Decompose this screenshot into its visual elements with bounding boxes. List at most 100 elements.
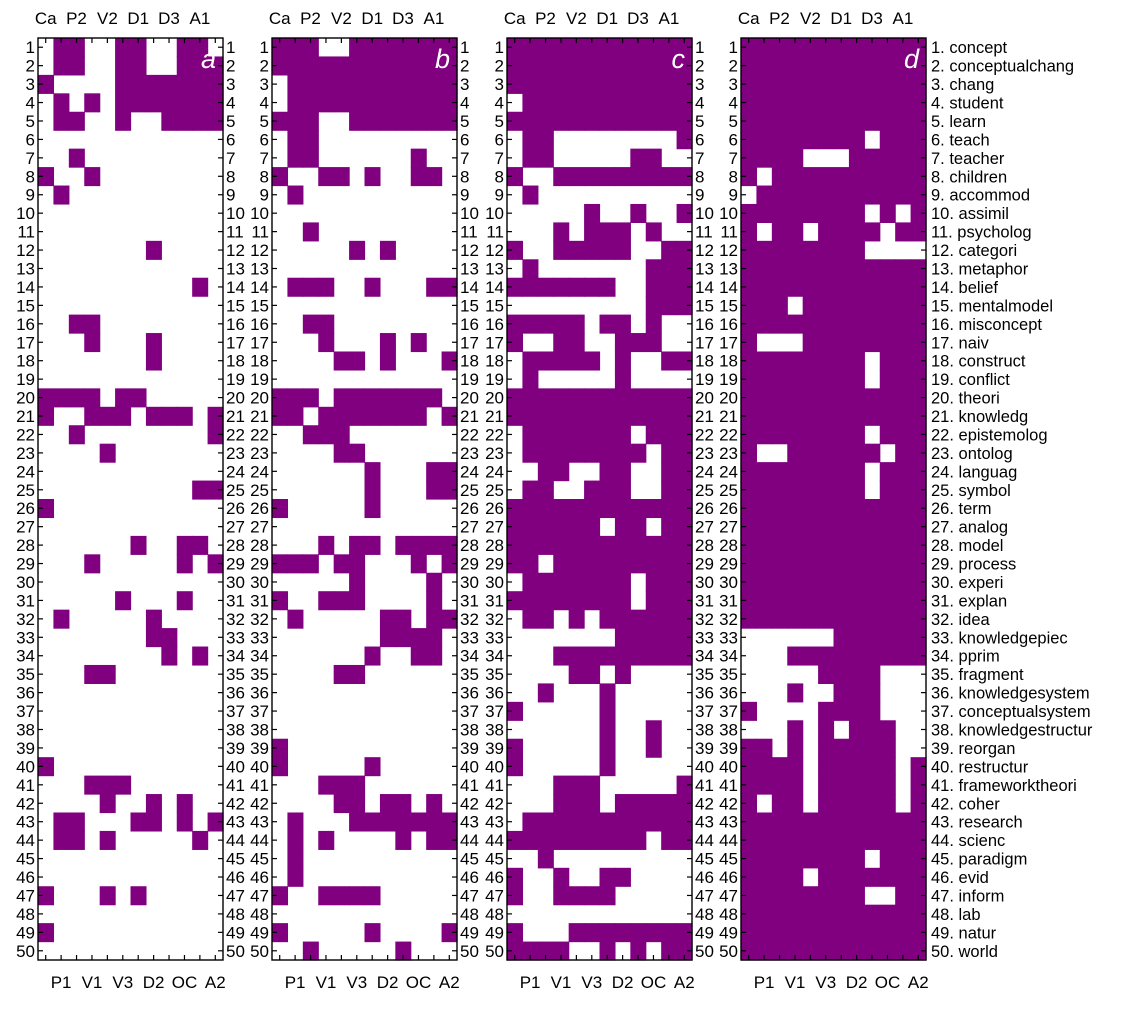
heatmap-cell <box>661 240 678 260</box>
heatmap-cell <box>910 554 927 574</box>
heatmap-cell <box>645 646 662 666</box>
heatmap-cell <box>287 867 304 887</box>
heatmap-cell <box>441 406 458 426</box>
heatmap-cell <box>333 93 350 113</box>
heatmap-cell <box>771 849 788 869</box>
row-number-left: 30 <box>485 573 504 592</box>
heatmap-cell <box>145 240 162 260</box>
heatmap-cell <box>349 664 366 684</box>
heatmap-cell <box>661 462 678 482</box>
heatmap-cell <box>645 38 662 58</box>
heatmap-cell <box>895 167 912 187</box>
heatmap-cell <box>522 517 539 537</box>
heatmap-cell <box>568 56 585 76</box>
heatmap-cell <box>741 333 758 353</box>
heatmap-cell <box>161 406 178 426</box>
heatmap-cell <box>864 609 881 629</box>
heatmap-cell <box>787 277 804 297</box>
heatmap-cell <box>833 406 850 426</box>
heatmap-cell <box>848 351 865 371</box>
heatmap-cell <box>537 830 554 850</box>
heatmap-cell <box>787 167 804 187</box>
row-number-right: 15 <box>695 296 714 315</box>
heatmap-cell <box>318 775 335 795</box>
row-number-right: 10 <box>695 204 714 223</box>
heatmap-cell <box>818 738 835 758</box>
heatmap-cell <box>207 554 224 574</box>
heatmap-cell <box>756 591 773 611</box>
heatmap-cell <box>272 56 289 76</box>
heatmap-cell <box>818 812 835 832</box>
heatmap-cell <box>771 886 788 906</box>
term-label: 3. chang <box>931 76 994 94</box>
heatmap-cell <box>910 830 927 850</box>
heatmap-cell <box>771 406 788 426</box>
heatmap-cell <box>741 406 758 426</box>
heatmap-cell <box>599 167 616 187</box>
heatmap-cell <box>676 609 693 629</box>
heatmap-cell <box>879 277 896 297</box>
heatmap-cell <box>756 240 773 260</box>
heatmap-cell <box>676 443 693 463</box>
heatmap-cell <box>895 185 912 205</box>
heatmap-cell <box>676 554 693 574</box>
row-number-left: 44 <box>485 831 504 850</box>
row-number-right: 32 <box>695 610 714 629</box>
heatmap-cell <box>833 425 850 445</box>
heatmap-cell <box>568 609 585 629</box>
heatmap-cell <box>741 351 758 371</box>
heatmap-cell <box>787 185 804 205</box>
heatmap-cell <box>802 923 819 943</box>
term-label: 4. student <box>931 95 1004 113</box>
term-label: 37. conceptualsystem <box>931 703 1091 721</box>
heatmap-cell <box>879 830 896 850</box>
heatmap-cell <box>879 720 896 740</box>
heatmap-cell <box>833 812 850 832</box>
heatmap-cell <box>741 277 758 297</box>
heatmap-cell <box>272 499 289 519</box>
heatmap-cell <box>864 628 881 648</box>
heatmap-cell <box>756 406 773 426</box>
heatmap-cell <box>426 572 443 592</box>
heatmap-cell <box>287 406 304 426</box>
heatmap-cell <box>522 830 539 850</box>
heatmap-cell <box>333 167 350 187</box>
row-number-left: 32 <box>485 610 504 629</box>
heatmap-cell <box>568 333 585 353</box>
heatmap-cell <box>818 314 835 334</box>
heatmap-cell <box>84 554 101 574</box>
row-number-right: 26 <box>460 499 479 518</box>
heatmap-cell <box>207 74 224 94</box>
heatmap-cell <box>787 572 804 592</box>
heatmap-cell <box>599 93 616 113</box>
heatmap-cell <box>802 388 819 408</box>
heatmap-cell <box>287 609 304 629</box>
heatmap-cell <box>614 443 631 463</box>
heatmap-cell <box>910 314 927 334</box>
heatmap-cell <box>553 499 570 519</box>
heatmap-cell <box>864 56 881 76</box>
heatmap-cell <box>756 517 773 537</box>
heatmap-cell <box>53 38 70 58</box>
heatmap-cell <box>741 93 758 113</box>
heatmap-cell <box>879 499 896 519</box>
heatmap-cell <box>441 535 458 555</box>
heatmap-cell <box>537 111 554 131</box>
heatmap-cell <box>818 535 835 555</box>
heatmap-cell <box>287 185 304 205</box>
row-number-left: 2 <box>260 57 269 76</box>
heatmap-cell <box>599 812 616 832</box>
term-label: 36. knowledgesystem <box>931 685 1090 703</box>
heatmap-cell <box>537 462 554 482</box>
heatmap-cell <box>441 609 458 629</box>
heatmap-cell <box>333 425 350 445</box>
row-number-left: 1 <box>26 38 35 57</box>
row-number-right: 26 <box>226 499 245 518</box>
heatmap-cell <box>410 628 427 648</box>
heatmap-cell <box>910 775 927 795</box>
term-label: 29. process <box>931 556 1016 574</box>
heatmap-cell <box>676 406 693 426</box>
heatmap-cell <box>879 609 896 629</box>
heatmap-cell <box>599 499 616 519</box>
heatmap-cell <box>833 628 850 648</box>
